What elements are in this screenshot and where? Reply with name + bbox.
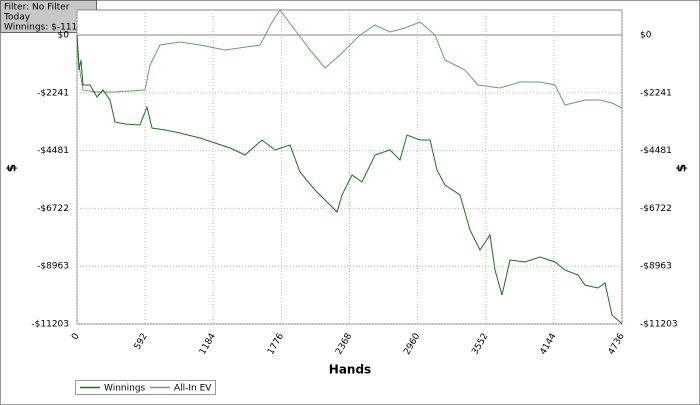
legend <box>75 380 216 395</box>
x-axis-label: Hands <box>329 363 371 377</box>
y2-tick-label: -$4481 <box>640 146 672 156</box>
series-line <box>76 34 623 325</box>
x-tick-label: 0 <box>70 332 82 342</box>
y2-axis-label: $ <box>675 164 689 172</box>
series-line <box>76 9 623 109</box>
y2-tick-label: $0 <box>640 31 652 41</box>
y2-tick-label: -$11203 <box>640 320 678 330</box>
info-filter: Filter: No Filter <box>4 3 70 13</box>
y-tick-label: -$8963 <box>37 262 69 272</box>
legend-label: All-In EV <box>174 384 212 394</box>
y-tick-label: -$2241 <box>37 88 69 98</box>
legend-label: Winnings <box>104 384 146 394</box>
y2-tick-label: -$6722 <box>640 204 672 214</box>
y2-tick-label: -$8963 <box>640 262 672 272</box>
info-period: Today <box>3 13 31 23</box>
y-axis-label: $ <box>5 164 19 172</box>
y-tick-label: -$6722 <box>37 204 69 214</box>
y-tick-label: -$4481 <box>37 146 69 156</box>
y-tick-label: -$11203 <box>31 320 69 330</box>
info-winnings: Winnings: $-11194.40 <box>4 23 103 33</box>
y-tick-label: $0 <box>58 31 70 41</box>
y2-tick-label: -$2241 <box>640 88 672 98</box>
